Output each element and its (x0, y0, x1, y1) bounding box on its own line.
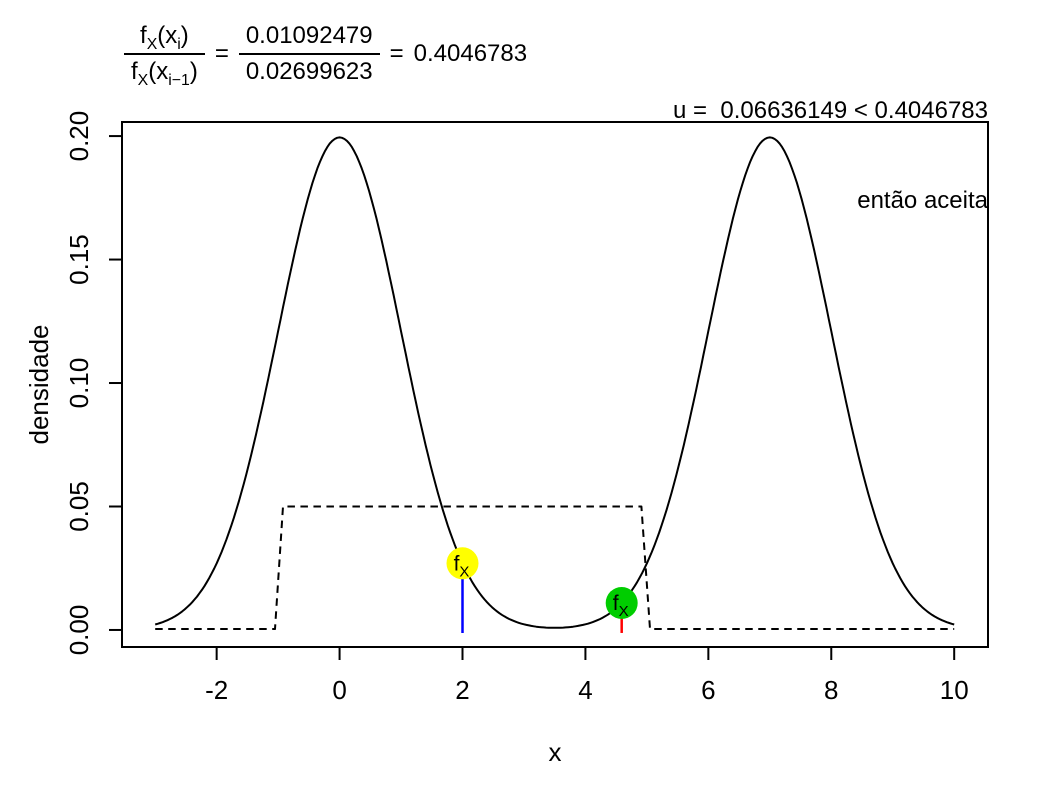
arg-close: ) (189, 58, 198, 85)
arg-subscript: i−1 (168, 71, 190, 89)
acceptance-ratio-formula: fX(xi) fX(xi−1) = 0.01092479 0.02699623 … (124, 18, 527, 90)
y-tick-label: 0.00 (64, 605, 94, 656)
target-density-curve (154, 136, 955, 629)
x-tick-label: 8 (824, 675, 838, 705)
fx-subscript: X (146, 36, 158, 54)
x-tick-label: 2 (455, 675, 469, 705)
fx-symbol: f (140, 22, 147, 50)
ratio-result: 0.4046783 (413, 40, 528, 68)
x-axis-title: x (549, 737, 562, 767)
y-tick-label: 0.15 (64, 234, 94, 285)
x-tick-label: 10 (940, 675, 969, 705)
arg-close: ) (180, 22, 189, 50)
proposal-density-dashed (155, 505, 955, 630)
y-tick-label: 0.20 (64, 111, 94, 162)
y-axis-title: densidade (24, 325, 54, 445)
lhs-denominator: fX(xi−1) (124, 53, 205, 89)
plot-box (121, 121, 989, 648)
x-tick-label: -2 (205, 675, 228, 705)
proposed-sample-marker (605, 586, 638, 619)
proposed-sample-label: fX (613, 592, 629, 620)
fx-subscript: X (137, 71, 149, 89)
x-tick-label: 4 (578, 675, 592, 705)
ratio-fraction: 0.01092479 0.02699623 (238, 22, 380, 86)
x-tick-label: 0 (332, 675, 346, 705)
lhs-fraction: fX(xi) fX(xi−1) (124, 22, 205, 89)
y-tick-label: 0.05 (64, 481, 94, 532)
arg-open: (x (148, 58, 169, 85)
previous-sample-label: fX (454, 552, 470, 580)
ratio-denominator: 0.02699623 (238, 53, 380, 86)
decision-note: u = 0.06636149 < 0.4046783 então aceita (673, 36, 988, 246)
accept-statement: então aceita (857, 187, 988, 214)
arg-subscript: i (177, 36, 181, 54)
equals-sign: = (214, 40, 229, 68)
lhs-numerator: fX(xi) (133, 22, 196, 53)
arg-open: (x (157, 22, 178, 50)
previous-sample-marker (446, 547, 479, 580)
equals-sign: = (389, 40, 404, 68)
y-tick-label: 0.10 (64, 358, 94, 409)
fx-symbol: f (131, 58, 138, 85)
uniform-draw-comparison: u = 0.06636149 < 0.4046783 (673, 97, 988, 124)
ratio-numerator: 0.01092479 (245, 22, 373, 50)
x-tick-label: 6 (701, 675, 715, 705)
